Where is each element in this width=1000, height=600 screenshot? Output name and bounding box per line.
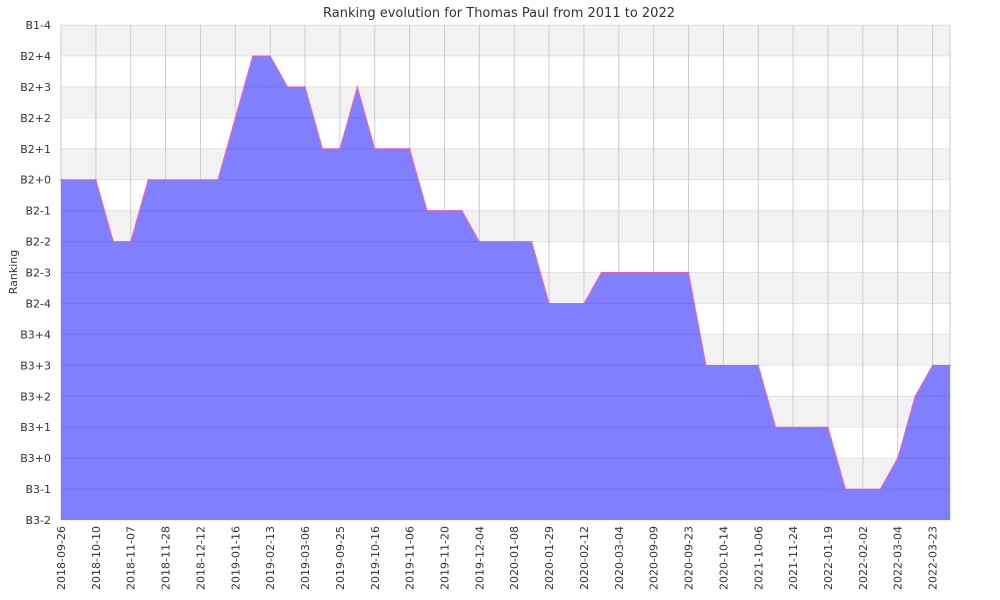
- x-tick-label: 2022-02-02: [857, 526, 870, 590]
- grid-band: [61, 55, 950, 87]
- y-tick-label: B1-4: [25, 19, 51, 32]
- grid-band: [61, 117, 950, 149]
- y-tick-label: B3+4: [20, 328, 51, 341]
- x-tick-label: 2019-02-13: [264, 526, 277, 590]
- data-point: [286, 86, 289, 88]
- area-series: [60, 55, 951, 520]
- data-point: [356, 86, 359, 88]
- y-tick-label: B2+3: [20, 81, 51, 94]
- data-point: [60, 178, 62, 181]
- data-point: [914, 395, 916, 398]
- data-point: [879, 488, 882, 490]
- y-tick-label: B2-3: [25, 267, 51, 280]
- y-tick-label: B2+2: [20, 112, 51, 125]
- y-tick-label: B3-1: [25, 483, 51, 496]
- x-tick-label: 2019-03-06: [299, 526, 312, 590]
- data-point: [461, 209, 463, 212]
- data-point: [478, 240, 481, 243]
- data-point: [931, 364, 934, 367]
- data-point: [600, 271, 603, 274]
- x-tick-label: 2018-11-28: [160, 526, 173, 590]
- data-point: [269, 55, 271, 57]
- x-tick-label: 2018-09-26: [55, 526, 68, 590]
- data-point: [304, 86, 306, 88]
- data-point: [774, 426, 777, 428]
- data-point: [408, 147, 411, 150]
- y-tick-label: B2-4: [25, 297, 51, 310]
- data-point: [321, 147, 324, 150]
- data-point: [426, 209, 428, 212]
- x-tick-label: 2019-11-06: [404, 526, 417, 590]
- chart-title: Ranking evolution for Thomas Paul from 2…: [323, 6, 675, 21]
- y-axis-ticks: B1-4 B2+4 B2+3 B2+2 B2+1 B2+0 B2-1 B2-2 B2-3 B2-4…: [20, 19, 51, 527]
- data-point: [95, 178, 97, 181]
- data-point: [112, 240, 115, 243]
- y-tick-label: B2+0: [20, 174, 51, 187]
- grid-band: [61, 86, 950, 118]
- grid-band: [61, 148, 950, 180]
- x-tick-label: 2019-10-16: [369, 526, 382, 590]
- data-point: [530, 240, 533, 243]
- y-tick-label: B2+4: [20, 50, 51, 63]
- y-tick-label: B3+1: [20, 421, 51, 434]
- y-axis-label: Ranking: [7, 250, 20, 295]
- y-tick-label: B2-1: [25, 205, 51, 218]
- y-tick-label: B2-2: [25, 236, 51, 249]
- data-point: [583, 302, 585, 305]
- x-tick-label: 2019-09-25: [334, 526, 347, 590]
- data-point: [234, 117, 237, 119]
- grid-band: [61, 25, 950, 56]
- y-tick-label: B3+3: [20, 359, 51, 372]
- x-tick-label: 2020-02-12: [578, 526, 591, 590]
- x-tick-label: 2020-01-08: [508, 526, 521, 590]
- x-tick-label: 2020-10-14: [717, 526, 730, 590]
- x-tick-label: 2019-01-16: [229, 526, 242, 590]
- data-point: [251, 55, 254, 57]
- series-line: [61, 55, 950, 490]
- data-point: [687, 271, 690, 274]
- data-point: [147, 178, 149, 181]
- y-tick-label: B3-2: [25, 514, 51, 527]
- data-point: [373, 147, 376, 150]
- data-point: [217, 178, 219, 181]
- x-tick-label: 2022-03-04: [892, 526, 905, 590]
- data-point: [129, 240, 132, 243]
- x-tick-label: 2020-03-04: [613, 526, 626, 590]
- x-tick-label: 2020-09-23: [683, 526, 696, 590]
- y-tick-label: B3+0: [20, 452, 51, 465]
- x-tick-label: 2019-11-20: [438, 526, 451, 590]
- y-tick-label: B3+2: [20, 390, 51, 403]
- area-fill: [61, 55, 950, 520]
- data-point: [896, 457, 899, 459]
- horizontal-gridlines: [61, 24, 950, 521]
- x-tick-label: 2021-11-24: [787, 526, 800, 590]
- x-tick-label: 2019-12-04: [473, 526, 486, 590]
- x-tick-label: 2022-03-23: [927, 526, 940, 590]
- data-point: [339, 147, 341, 150]
- data-point: [949, 364, 951, 367]
- x-tick-label: 2022-01-19: [822, 526, 835, 590]
- data-point: [757, 364, 760, 367]
- y-tick-label: B2+1: [20, 143, 51, 156]
- x-tick-label: 2018-10-10: [90, 526, 103, 590]
- data-point: [844, 488, 847, 490]
- x-tick-label: 2021-10-06: [752, 526, 765, 590]
- x-tick-label: 2020-01-29: [543, 526, 556, 590]
- data-point: [705, 364, 707, 367]
- x-tick-label: 2018-11-07: [125, 526, 138, 590]
- x-axis-ticks: 2018-09-26 2018-10-10 2018-11-07 2018-11-28…: [55, 526, 940, 590]
- data-point: [827, 426, 829, 428]
- data-point: [548, 302, 550, 305]
- x-tick-label: 2020-09-09: [648, 526, 661, 590]
- x-tick-label: 2018-12-12: [194, 526, 207, 590]
